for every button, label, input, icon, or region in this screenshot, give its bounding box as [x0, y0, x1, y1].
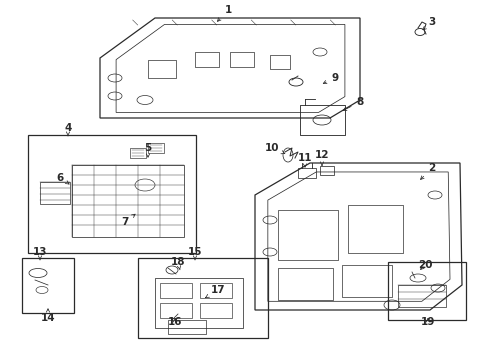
Text: 12: 12: [314, 150, 328, 166]
Text: 1: 1: [217, 5, 231, 21]
Bar: [278, 268, 332, 300]
Bar: [148, 60, 176, 78]
Bar: [72, 165, 183, 237]
Bar: [148, 143, 163, 153]
Text: 8: 8: [343, 97, 363, 111]
Text: 15: 15: [187, 247, 202, 260]
Bar: [299, 105, 345, 135]
Bar: [341, 265, 391, 297]
Text: 14: 14: [41, 309, 55, 323]
Bar: [40, 182, 70, 204]
Text: 19: 19: [420, 317, 434, 327]
Bar: [347, 205, 402, 253]
Bar: [319, 166, 333, 175]
Text: 16: 16: [167, 317, 182, 327]
Text: 18: 18: [170, 257, 185, 270]
Bar: [22, 258, 74, 313]
Bar: [278, 210, 337, 260]
Bar: [160, 303, 192, 318]
Bar: [397, 285, 445, 307]
Bar: [138, 258, 267, 338]
Bar: [297, 168, 315, 178]
Text: 5: 5: [144, 143, 151, 157]
Bar: [200, 283, 231, 298]
Bar: [130, 148, 146, 158]
Bar: [200, 303, 231, 318]
Text: 17: 17: [205, 285, 225, 298]
Text: 2: 2: [420, 163, 435, 179]
Text: 13: 13: [33, 247, 47, 260]
Text: 7: 7: [121, 214, 135, 227]
Bar: [387, 262, 465, 320]
Text: 20: 20: [417, 260, 431, 270]
Text: 11: 11: [297, 153, 312, 167]
Bar: [168, 320, 205, 334]
Bar: [28, 135, 196, 253]
Bar: [160, 283, 192, 298]
Text: 4: 4: [64, 123, 72, 136]
Bar: [155, 278, 243, 328]
Text: 10: 10: [264, 143, 284, 154]
Text: 3: 3: [422, 17, 435, 30]
Text: 6: 6: [56, 173, 69, 184]
Bar: [229, 52, 253, 67]
Bar: [269, 55, 289, 69]
Text: 9: 9: [323, 73, 338, 84]
Bar: [195, 52, 219, 67]
